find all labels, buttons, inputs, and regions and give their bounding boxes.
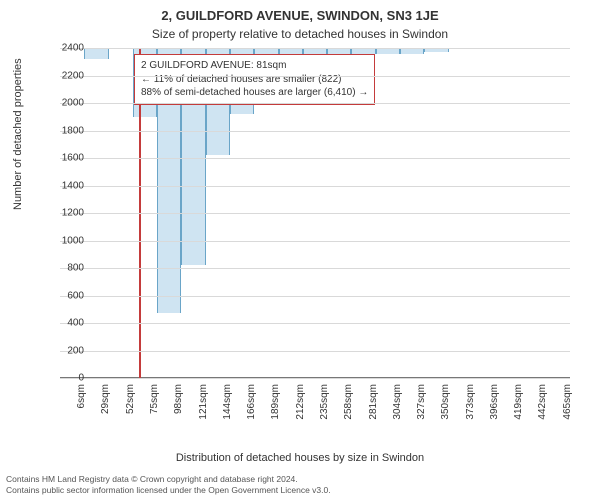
gridline — [60, 131, 570, 132]
y-tick-label: 0 — [44, 373, 84, 384]
gridline — [60, 241, 570, 242]
page-subtitle: Size of property relative to detached ho… — [0, 23, 600, 41]
y-tick-label: 800 — [44, 263, 84, 274]
y-tick-label: 200 — [44, 345, 84, 356]
footer-attribution: Contains HM Land Registry data © Crown c… — [6, 474, 331, 496]
gridline — [60, 296, 570, 297]
gridline — [60, 186, 570, 187]
x-tick-label: 465sqm — [562, 384, 573, 420]
y-tick-label: 2400 — [44, 43, 84, 54]
gridline — [60, 378, 570, 379]
footer-line-2: Contains public sector information licen… — [6, 485, 331, 496]
gridline — [60, 351, 570, 352]
y-tick-label: 1800 — [44, 125, 84, 136]
gridline — [60, 268, 570, 269]
annotation-line-1: 2 GUILDFORD AVENUE: 81sqm — [141, 59, 368, 73]
y-tick-label: 2000 — [44, 98, 84, 109]
gridline — [60, 76, 570, 77]
y-tick-label: 1000 — [44, 235, 84, 246]
y-tick-label: 2200 — [44, 70, 84, 81]
annotation-line-3: 88% of semi-detached houses are larger (… — [141, 86, 368, 100]
y-tick-label: 400 — [44, 318, 84, 329]
y-tick-label: 1400 — [44, 180, 84, 191]
page-title: 2, GUILDFORD AVENUE, SWINDON, SN3 1JE — [0, 0, 600, 23]
gridline — [60, 48, 570, 49]
bar — [84, 48, 108, 59]
y-tick-label: 600 — [44, 290, 84, 301]
y-tick-label: 1600 — [44, 153, 84, 164]
annotation-box: 2 GUILDFORD AVENUE: 81sqm ← 11% of detac… — [134, 54, 375, 105]
gridline — [60, 213, 570, 214]
y-axis-label: Number of detached properties — [12, 58, 24, 210]
histogram-chart: 2 GUILDFORD AVENUE: 81sqm ← 11% of detac… — [60, 48, 570, 378]
y-tick-label: 1200 — [44, 208, 84, 219]
footer-line-1: Contains HM Land Registry data © Crown c… — [6, 474, 331, 485]
x-axis-label: Distribution of detached houses by size … — [0, 452, 600, 464]
gridline — [60, 158, 570, 159]
gridline — [60, 323, 570, 324]
gridline — [60, 103, 570, 104]
